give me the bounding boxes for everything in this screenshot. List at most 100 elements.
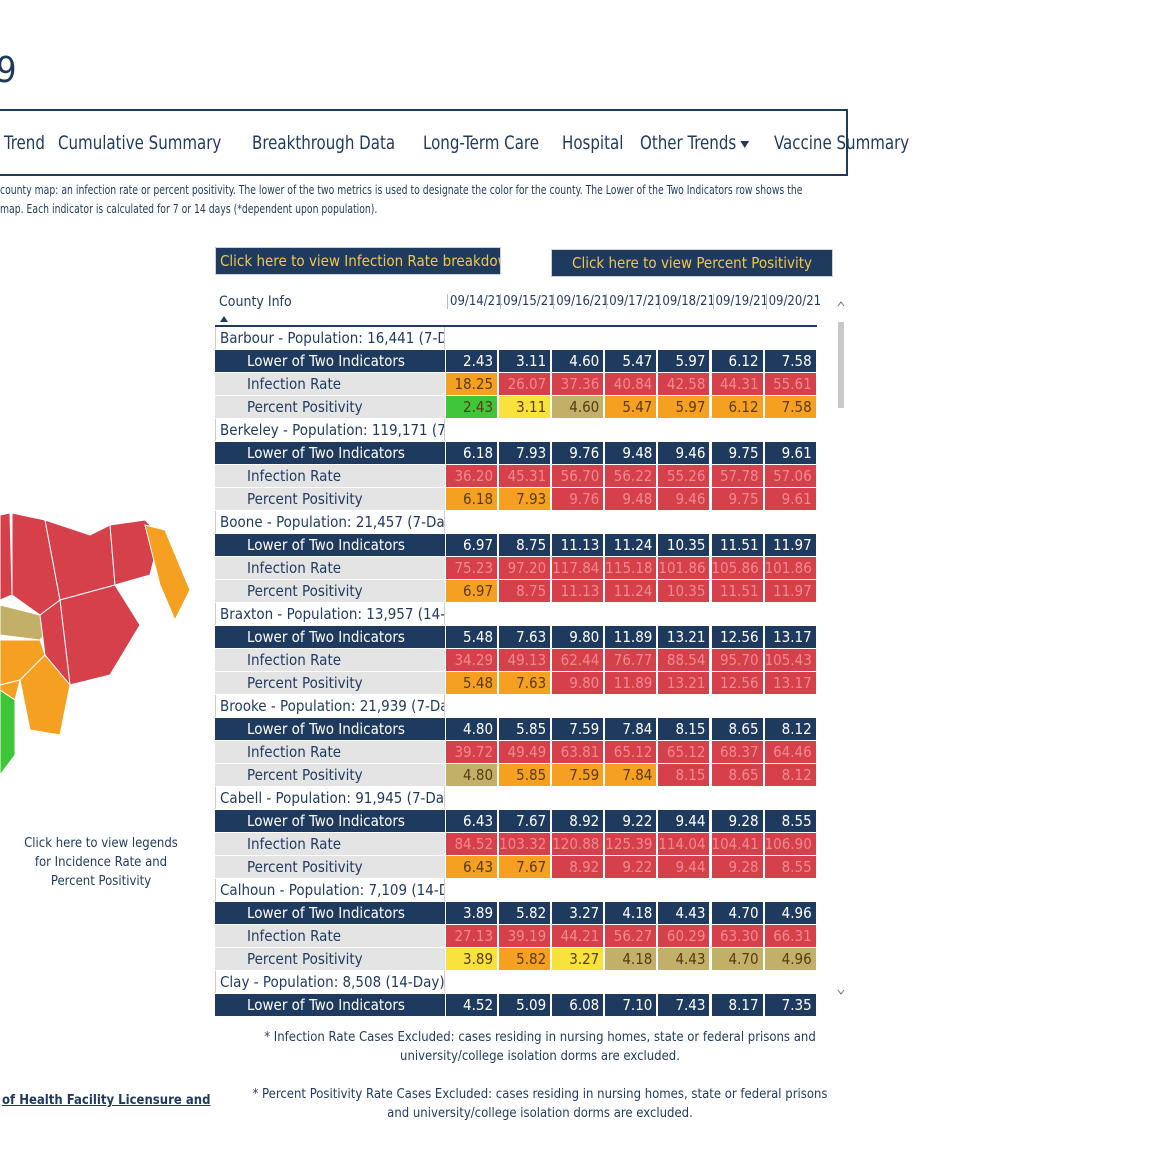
- value-cell: 9.22: [604, 856, 657, 878]
- value-cell: 95.70: [710, 649, 763, 671]
- value-cell: 4.60: [551, 350, 604, 372]
- value-cell: 55.61: [763, 373, 816, 395]
- legend-link[interactable]: Click here to view legends for Incidence…: [24, 836, 178, 889]
- value-cell: 66.31: [763, 925, 816, 947]
- row-label: Infection Rate: [215, 465, 445, 487]
- value-cell: 76.77: [604, 649, 657, 671]
- value-cell: 4.96: [763, 948, 816, 970]
- value-cell: 49.13: [498, 649, 551, 671]
- value-cell: 5.85: [498, 764, 551, 786]
- value-cell: 55.26: [657, 465, 710, 487]
- value-cell: 2.43: [445, 396, 498, 418]
- value-cell: 106.90: [763, 833, 816, 855]
- value-cell: 88.54: [657, 649, 710, 671]
- row-label: Lower of Two Indicators: [215, 534, 445, 556]
- value-cell: 5.47: [604, 350, 657, 372]
- value-cell: 12.56: [710, 626, 763, 648]
- value-cell: 9.28: [710, 856, 763, 878]
- value-cell: 40.84: [604, 373, 657, 395]
- value-cell: 7.67: [498, 856, 551, 878]
- nav-item[interactable]: Other Trends: [640, 132, 750, 154]
- value-cell: 44.21: [551, 925, 604, 947]
- value-cell: 4.18: [604, 948, 657, 970]
- value-cell: 2.43: [445, 350, 498, 372]
- value-cell: 120.88: [551, 833, 604, 855]
- value-cell: 8.12: [763, 764, 816, 786]
- value-cell: 3.11: [498, 350, 551, 372]
- value-cell: 49.49: [498, 741, 551, 763]
- value-cell: 4.80: [445, 764, 498, 786]
- value-cell: 10.35: [657, 534, 710, 556]
- value-cell: 4.43: [657, 948, 710, 970]
- dropdown-icon: [740, 140, 750, 148]
- value-cell: 9.44: [657, 856, 710, 878]
- nav-item[interactable]: Vaccine Summary: [773, 131, 909, 154]
- value-cell: 9.46: [657, 442, 710, 464]
- row-label: Infection Rate: [215, 649, 445, 671]
- sort-icon[interactable]: [219, 315, 229, 323]
- value-cell: 11.97: [763, 534, 816, 556]
- row-label: Infection Rate: [215, 925, 445, 947]
- value-cell: 3.89: [445, 948, 498, 970]
- value-cell: 4.52: [445, 994, 498, 1016]
- value-cell: 7.84: [604, 718, 657, 740]
- value-cell: 9.75: [710, 488, 763, 510]
- value-cell: 68.37: [710, 741, 763, 763]
- footer-link[interactable]: of Health Facility Licensure and: [2, 1093, 211, 1108]
- value-cell: 6.43: [445, 856, 498, 878]
- value-cell: 42.58: [657, 373, 710, 395]
- footnote: * Infection Rate Cases Excluded: cases r…: [264, 1030, 816, 1064]
- value-cell: 11.13: [551, 534, 604, 556]
- county-name: Calhoun - Population: 7,109 (14-Day): [215, 879, 445, 901]
- value-cell: 5.48: [445, 626, 498, 648]
- value-cell: 7.58: [763, 396, 816, 418]
- value-cell: 9.76: [551, 442, 604, 464]
- value-cell: 97.20: [498, 557, 551, 579]
- infection-rate-button[interactable]: Click here to view Infection Rate breakd…: [215, 247, 501, 275]
- value-cell: 11.51: [710, 534, 763, 556]
- value-cell: 13.17: [763, 626, 816, 648]
- value-cell: 11.24: [604, 580, 657, 602]
- value-cell: 125.39: [604, 833, 657, 855]
- value-cell: 8.92: [551, 810, 604, 832]
- value-cell: 5.97: [657, 350, 710, 372]
- value-cell: 13.17: [763, 672, 816, 694]
- value-cell: 7.63: [498, 626, 551, 648]
- value-cell: 5.97: [657, 396, 710, 418]
- value-cell: 11.24: [604, 534, 657, 556]
- value-cell: 12.56: [710, 672, 763, 694]
- value-cell: 6.43: [445, 810, 498, 832]
- nav-item[interactable]: Long-Term Care: [422, 131, 539, 154]
- value-cell: 5.82: [498, 948, 551, 970]
- value-cell: 8.75: [498, 580, 551, 602]
- date-header: 09/20/21: [765, 294, 821, 309]
- value-cell: 4.80: [445, 718, 498, 740]
- nav-item[interactable]: Trend: [4, 131, 45, 154]
- nav-item[interactable]: Breakthrough Data: [252, 131, 396, 154]
- value-cell: 8.15: [657, 764, 710, 786]
- value-cell: 9.75: [710, 442, 763, 464]
- nav-item[interactable]: Hospital: [562, 131, 624, 154]
- value-cell: 104.41: [710, 833, 763, 855]
- value-cell: 117.84: [551, 557, 604, 579]
- value-cell: 11.51: [710, 580, 763, 602]
- scrollbar[interactable]: [834, 296, 848, 1006]
- value-cell: 6.18: [445, 442, 498, 464]
- row-label: Percent Positivity: [215, 672, 445, 694]
- value-cell: 8.12: [763, 718, 816, 740]
- description-line: county map: an infection rate or percent…: [0, 183, 803, 197]
- value-cell: 4.60: [551, 396, 604, 418]
- value-cell: 65.12: [604, 741, 657, 763]
- percent-positivity-button[interactable]: Click here to view Percent Positivity: [551, 249, 833, 277]
- value-cell: 9.80: [551, 672, 604, 694]
- value-cell: 8.17: [710, 994, 763, 1016]
- row-label: Infection Rate: [215, 833, 445, 855]
- row-label: Percent Positivity: [215, 948, 445, 970]
- value-cell: 26.07: [498, 373, 551, 395]
- value-cell: 7.93: [498, 442, 551, 464]
- value-cell: 7.59: [551, 718, 604, 740]
- value-cell: 7.59: [551, 764, 604, 786]
- value-cell: 39.72: [445, 741, 498, 763]
- nav-item[interactable]: Cumulative Summary: [58, 131, 222, 154]
